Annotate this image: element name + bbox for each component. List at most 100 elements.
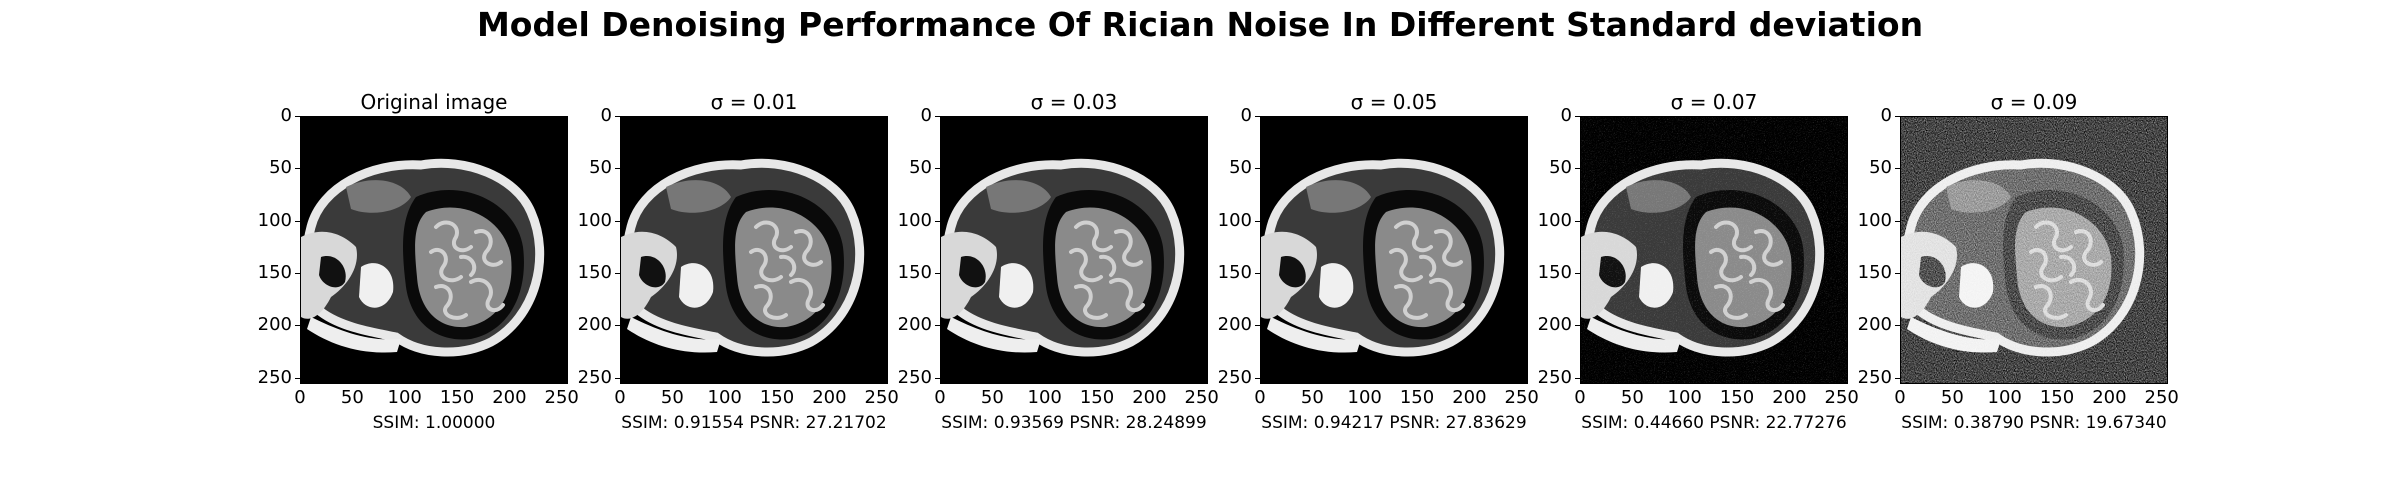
x-tick-label: 0 xyxy=(1254,387,1266,408)
panel-title: σ = 0.09 xyxy=(1990,90,2078,114)
mri-scan-image xyxy=(941,117,1207,383)
brain-gyrus xyxy=(429,247,463,283)
x-tick-label: 0 xyxy=(294,387,306,408)
x-tick-label: 200 xyxy=(492,387,527,408)
bright-structure xyxy=(999,263,1034,308)
x-tick-label: 100 xyxy=(1667,387,1702,408)
y-tick-label: 200 xyxy=(1522,315,1580,335)
brain-gyrus xyxy=(794,229,823,267)
brain-gyrus xyxy=(1074,284,1108,320)
y-tick-label: 250 xyxy=(882,367,940,388)
y-tick-label: 50 xyxy=(1202,158,1260,178)
brain-gyrus xyxy=(1099,254,1117,277)
x-tick-label: 100 xyxy=(1347,387,1382,408)
brain-gyrus xyxy=(469,278,505,313)
metrics-caption: SSIM: 0.93569 PSNR: 28.24899 xyxy=(941,413,1207,433)
brain-gyrus xyxy=(1434,229,1463,267)
x-tick-label: 250 xyxy=(1824,387,1859,408)
x-tick-label: 100 xyxy=(707,387,742,408)
mri-scan-image xyxy=(1901,117,2167,383)
y-tick-label: 0 xyxy=(1202,106,1260,126)
image-panel: σ = 0.09 0 50 100 150 200 250 0 50 100 150 200 250 SS… xyxy=(1858,0,2179,500)
y-tick-label: 50 xyxy=(1842,158,1900,178)
x-tick-label: 150 xyxy=(1399,387,1435,408)
x-tick-label: 50 xyxy=(1940,387,1964,408)
y-tick-label: 100 xyxy=(562,210,620,231)
y-tick-label: 150 xyxy=(882,263,940,283)
eye-region xyxy=(666,180,731,213)
x-tick-label: 0 xyxy=(1894,387,1906,408)
brain-tissue xyxy=(415,207,512,328)
y-tick-label: 100 xyxy=(1202,210,1260,231)
x-tick-label: 250 xyxy=(1184,387,1219,408)
brain-gyrus xyxy=(434,220,473,253)
x-tick-label: 250 xyxy=(2144,387,2179,408)
x-tick-label: 200 xyxy=(1132,387,1167,408)
x-tick-label: 250 xyxy=(864,387,899,408)
image-frame xyxy=(300,116,568,384)
brain-gyrus xyxy=(1069,247,1103,283)
mri-scan-image xyxy=(1261,117,1527,383)
x-tick-label: 100 xyxy=(1987,387,2022,408)
metrics-caption: SSIM: 0.44660 PSNR: 22.77276 xyxy=(1581,413,1847,433)
y-tick-label: 0 xyxy=(1522,106,1580,126)
image-panel: σ = 0.03 0 50 100 150 200 250 0 50 100 150 200 250 SS… xyxy=(898,0,1219,500)
x-tick-label: 0 xyxy=(934,387,946,408)
y-tick-label: 50 xyxy=(562,158,620,178)
brain-gyrus xyxy=(459,254,477,277)
x-tick-label: 50 xyxy=(340,387,364,408)
y-tick-label: 50 xyxy=(882,158,940,178)
x-tick-label: 150 xyxy=(1079,387,1115,408)
y-tick-label: 200 xyxy=(1842,315,1900,335)
panel-title: σ = 0.03 xyxy=(1030,90,1118,114)
eye-region xyxy=(1306,180,1371,213)
image-frame xyxy=(940,116,1208,384)
y-tick-label: 150 xyxy=(1522,263,1580,283)
brain-gyrus xyxy=(754,284,788,320)
image-panel: σ = 0.05 0 50 100 150 200 250 0 50 100 150 200 250 SS… xyxy=(1218,0,1539,500)
y-tick-label: 50 xyxy=(1522,158,1580,178)
brain-gyrus xyxy=(1394,220,1433,253)
x-tick-label: 150 xyxy=(439,387,475,408)
x-tick-label: 0 xyxy=(1574,387,1586,408)
x-tick-label: 100 xyxy=(387,387,422,408)
bright-structure xyxy=(679,263,714,308)
y-tick-label: 150 xyxy=(1202,263,1260,283)
metrics-caption: SSIM: 0.94217 PSNR: 27.83629 xyxy=(1261,413,1527,433)
y-tick-label: 200 xyxy=(562,315,620,335)
brain-gyrus xyxy=(1389,247,1423,283)
y-tick-label: 200 xyxy=(882,315,940,335)
brain-tissue xyxy=(1375,207,1472,328)
brain-gyrus xyxy=(749,247,783,283)
airway-cavity xyxy=(959,256,986,288)
y-tick-label: 0 xyxy=(882,106,940,126)
image-frame xyxy=(620,116,888,384)
brain-gyrus xyxy=(754,220,793,253)
image-frame xyxy=(1580,116,1848,384)
panel-title: σ = 0.07 xyxy=(1670,90,1758,114)
brain-gyrus xyxy=(789,278,825,313)
airway-cavity xyxy=(639,256,666,288)
panel-title: σ = 0.01 xyxy=(710,90,798,114)
image-panel: σ = 0.01 0 50 100 150 200 250 0 50 100 150 200 250 SS… xyxy=(578,0,899,500)
brain-gyrus xyxy=(434,284,468,320)
airway-cavity xyxy=(319,256,346,288)
x-tick-label: 150 xyxy=(1719,387,1755,408)
noise-overlay xyxy=(1901,117,2167,383)
x-tick-label: 150 xyxy=(759,387,795,408)
metrics-caption: SSIM: 0.91554 PSNR: 27.21702 xyxy=(621,413,887,433)
y-tick-label: 100 xyxy=(1522,210,1580,231)
brain-gyrus xyxy=(1074,220,1113,253)
y-tick-label: 200 xyxy=(242,315,300,335)
noise-overlay xyxy=(1581,117,1847,383)
x-tick-label: 50 xyxy=(1300,387,1324,408)
metrics-caption: SSIM: 0.38790 PSNR: 19.67340 xyxy=(1901,413,2167,433)
image-panel: Original image 0 50 100 150 200 250 0 50 100 150 20… xyxy=(258,0,579,500)
jaw-bone xyxy=(627,317,721,353)
y-tick-label: 100 xyxy=(882,210,940,231)
y-tick-label: 250 xyxy=(1202,367,1260,388)
x-tick-label: 200 xyxy=(812,387,847,408)
mri-scan-image xyxy=(621,117,887,383)
y-tick-label: 200 xyxy=(1202,315,1260,335)
mri-scan-image xyxy=(301,117,567,383)
